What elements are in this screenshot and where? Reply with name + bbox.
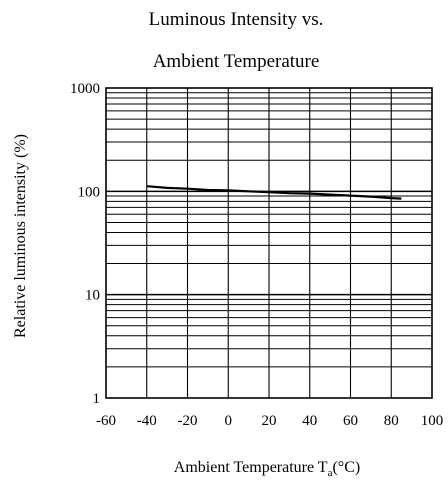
- x-tick-label: -20: [178, 413, 198, 429]
- y-tick-label: 1000: [70, 81, 100, 97]
- x-axis-label-subscript: a: [328, 467, 333, 479]
- x-tick-label: -40: [137, 413, 157, 429]
- chart-title-line2: Ambient Temperature: [153, 51, 320, 72]
- y-tick-label: 10: [85, 288, 100, 304]
- y-tick-label: 100: [78, 184, 101, 200]
- tick-labels: -60 -40 -20 0 20 40 60 80 100 1 10 100 1000: [70, 81, 443, 429]
- y-tick-label: 1: [93, 391, 101, 407]
- y-axis-label: Relative luminous intensity (%): [12, 134, 29, 338]
- series-line: [146, 185, 402, 200]
- series-layer: [146, 185, 402, 200]
- x-tick-label: 80: [384, 413, 399, 429]
- grid: [105, 87, 433, 399]
- x-tick-label: 0: [225, 413, 233, 429]
- x-tick-label: 40: [302, 413, 317, 429]
- x-tick-label: 20: [262, 413, 277, 429]
- x-tick-label: 60: [343, 413, 358, 429]
- x-axis-label-main: Ambient Temperature T: [174, 459, 328, 476]
- x-axis-label: Ambient Temperature Ta(°C): [174, 459, 360, 479]
- x-tick-label: -60: [96, 413, 116, 429]
- x-axis-label-unit: (°C): [332, 459, 360, 476]
- chart-title-line1: Luminous Intensity vs.: [149, 9, 324, 30]
- x-tick-label: 100: [421, 413, 444, 429]
